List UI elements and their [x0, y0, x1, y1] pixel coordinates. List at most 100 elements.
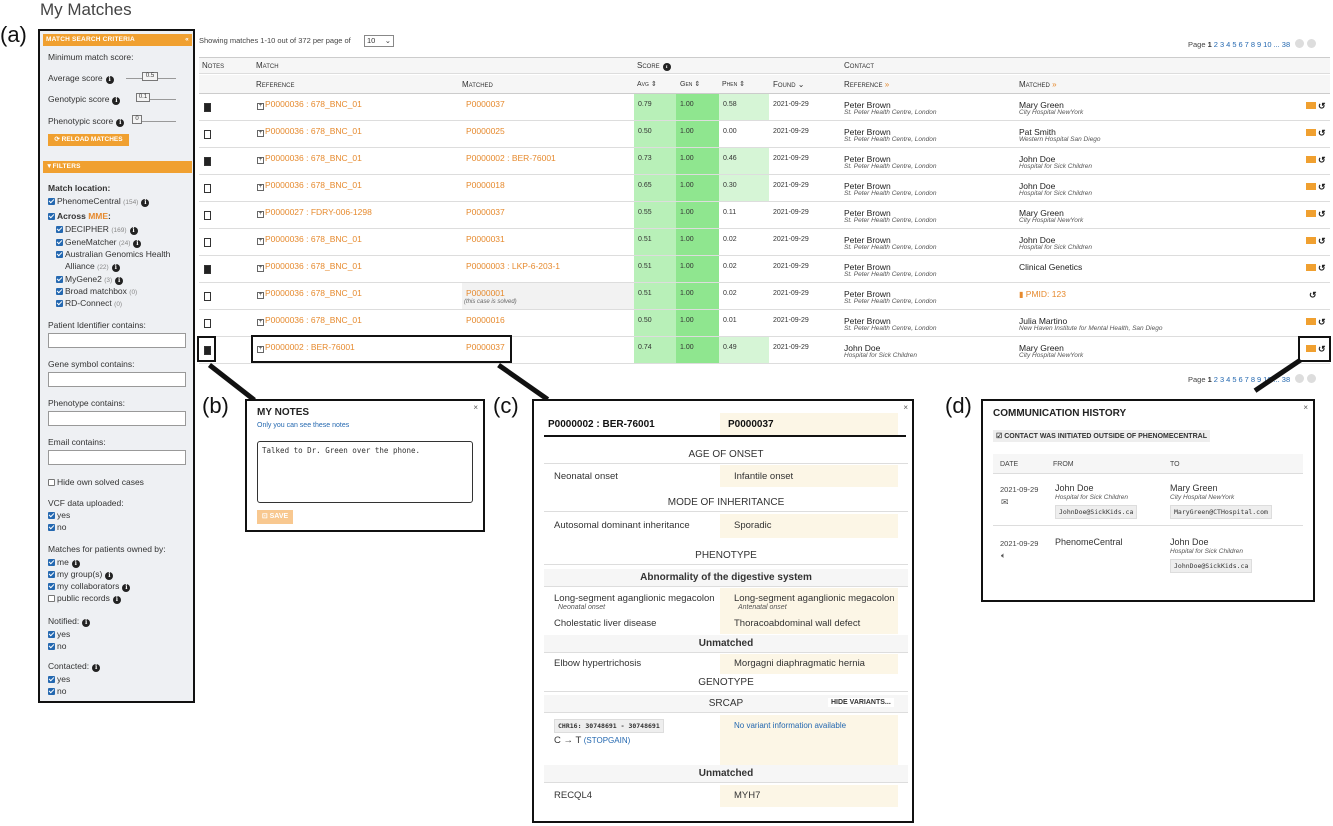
page-link[interactable]: 8 — [1250, 375, 1255, 384]
australian-checkbox[interactable]: Australian Genomics Health — [56, 249, 170, 259]
matched-link[interactable]: P0000031 — [466, 234, 505, 244]
contact-email-icon[interactable] — [1306, 210, 1316, 217]
me-checkbox[interactable]: me i — [48, 557, 80, 568]
matched-link[interactable]: P0000025 — [466, 126, 505, 136]
col-notes[interactable]: Notes — [202, 61, 225, 70]
expand-icon[interactable]: + — [257, 184, 264, 191]
page-link[interactable]: 9 — [1257, 375, 1262, 384]
page-link[interactable]: 7 — [1244, 40, 1249, 49]
page-link[interactable]: 38 — [1281, 375, 1291, 384]
info-icon[interactable]: i — [133, 240, 142, 248]
page-link[interactable]: 2 — [1213, 375, 1218, 384]
collaborators-checkbox[interactable]: my collaborators i — [48, 581, 131, 592]
col-gen[interactable]: Gen ⇕ — [680, 81, 701, 88]
info-icon[interactable]: i — [115, 277, 124, 285]
info-icon[interactable]: i — [71, 560, 80, 568]
contact-email-icon[interactable] — [1306, 345, 1316, 352]
notes-icon[interactable] — [204, 184, 211, 195]
expand-icon[interactable]: + — [257, 346, 264, 353]
page-link[interactable]: 3 — [1219, 40, 1225, 49]
broad-checkbox[interactable]: Broad matchbox (0) — [56, 286, 137, 296]
page-link[interactable]: ... — [1273, 40, 1280, 49]
rdconnect-checkbox[interactable]: RD-Connect (0) — [56, 298, 122, 308]
expand-icon[interactable]: + — [257, 265, 264, 272]
info-icon[interactable]: i — [662, 63, 671, 71]
col-matched[interactable]: Matched — [462, 80, 493, 89]
notes-icon[interactable] — [204, 130, 211, 141]
page-link[interactable]: ... — [1273, 375, 1280, 384]
history-icon[interactable]: ↺ — [1318, 344, 1326, 354]
decipher-checkbox[interactable]: DECIPHER (169) i — [56, 224, 138, 235]
notes-icon[interactable] — [204, 157, 211, 168]
history-icon[interactable]: ↺ — [1318, 236, 1326, 246]
reference-link[interactable]: + P0000036 : 678_BNC_01 — [257, 261, 362, 272]
page-link[interactable]: 6 — [1238, 40, 1243, 49]
col-contact-reference[interactable]: Reference » — [844, 80, 890, 89]
info-icon[interactable]: i — [82, 619, 91, 627]
page-link[interactable]: 2 — [1213, 40, 1218, 49]
mygene2-checkbox[interactable]: MyGene2 (3) i — [56, 274, 124, 285]
pmid-link[interactable]: ▮ PMID: 123 — [1019, 289, 1066, 299]
col-found[interactable]: Found ⌄ — [773, 80, 805, 89]
contact-email-icon[interactable] — [1306, 237, 1316, 244]
history-icon[interactable]: ↺ — [1318, 128, 1326, 138]
page-link[interactable]: 6 — [1238, 375, 1243, 384]
contact-email-icon[interactable] — [1306, 183, 1316, 190]
contacted-no-checkbox[interactable]: no — [48, 686, 66, 696]
reference-link[interactable]: + P0000036 : 678_BNC_01 — [257, 234, 362, 245]
page-link[interactable]: 8 — [1250, 40, 1255, 49]
col-avg[interactable]: Avg ⇕ — [637, 81, 657, 88]
matched-link[interactable]: P0000037 — [466, 342, 505, 352]
page-link[interactable]: 5 — [1232, 375, 1237, 384]
patient-id-input[interactable] — [48, 333, 186, 348]
groups-checkbox[interactable]: my group(s) i — [48, 569, 114, 580]
contact-email-icon[interactable] — [1306, 156, 1316, 163]
reference-link[interactable]: + P0000036 : 678_BNC_01 — [257, 153, 362, 164]
contact-email-icon[interactable] — [1306, 318, 1316, 325]
avg-score-slider[interactable]: 0.5 — [126, 72, 176, 82]
contact-email-icon[interactable] — [1306, 102, 1316, 109]
expand-icon[interactable]: + — [257, 238, 264, 245]
gen-score-slider[interactable]: 0.1 — [136, 93, 176, 103]
hide-variants-button[interactable]: HIDE VARIANTS... — [828, 698, 894, 707]
matched-link[interactable]: P0000037 — [466, 207, 505, 217]
info-icon[interactable]: i — [105, 572, 114, 580]
notified-yes-checkbox[interactable]: yes — [48, 629, 70, 639]
vcf-no-checkbox[interactable]: no — [48, 522, 66, 532]
reference-link[interactable]: + P0000036 : 678_BNC_01 — [257, 99, 362, 110]
next-page-button[interactable] — [1307, 39, 1317, 48]
expand-icon[interactable]: + — [257, 211, 264, 218]
per-page-select[interactable]: 10 ⌄ — [364, 35, 394, 47]
page-link[interactable]: 7 — [1244, 375, 1249, 384]
across-mme-checkbox[interactable]: Across MME: — [48, 211, 111, 221]
info-icon[interactable]: i — [122, 584, 131, 592]
history-icon[interactable]: ↺ — [1318, 209, 1326, 219]
page-link[interactable]: 5 — [1232, 40, 1237, 49]
close-icon[interactable]: × — [903, 403, 908, 412]
history-icon[interactable]: ↺ — [1318, 263, 1326, 273]
expand-icon[interactable]: + — [257, 103, 264, 110]
col-phen[interactable]: Phen ⇕ — [722, 81, 746, 88]
phenotype-input[interactable] — [48, 411, 186, 426]
info-icon[interactable]: i — [116, 119, 125, 127]
matched-link[interactable]: P0000002 : BER-76001 — [466, 153, 556, 163]
history-icon[interactable]: ↺ — [1318, 317, 1326, 327]
matched-link[interactable]: P0000018 — [466, 180, 505, 190]
hide-solved-checkbox[interactable]: Hide own solved cases — [48, 477, 144, 487]
page-link[interactable]: 9 — [1257, 40, 1262, 49]
page-link[interactable]: 10 — [1263, 375, 1272, 384]
reload-matches-button[interactable]: ⟳ RELOAD MATCHES — [48, 134, 129, 146]
col-contact-matched[interactable]: Matched » — [1019, 80, 1057, 89]
reference-link[interactable]: + P0000036 : 678_BNC_01 — [257, 288, 362, 299]
reference-link[interactable]: + P0000036 : 678_BNC_01 — [257, 126, 362, 137]
matched-link[interactable]: P0000001 — [466, 288, 505, 298]
expand-icon[interactable]: + — [257, 292, 264, 299]
next-page-button[interactable] — [1307, 374, 1317, 383]
phen-score-slider[interactable]: 0 — [132, 115, 176, 125]
info-icon[interactable]: i — [105, 76, 114, 84]
matched-link[interactable]: P0000037 — [466, 99, 505, 109]
notes-icon[interactable] — [204, 211, 211, 222]
notes-icon[interactable] — [204, 319, 211, 330]
matched-link[interactable]: P0000003 : LKP-6-203-1 — [466, 261, 561, 271]
expand-icon[interactable]: + — [257, 157, 264, 164]
